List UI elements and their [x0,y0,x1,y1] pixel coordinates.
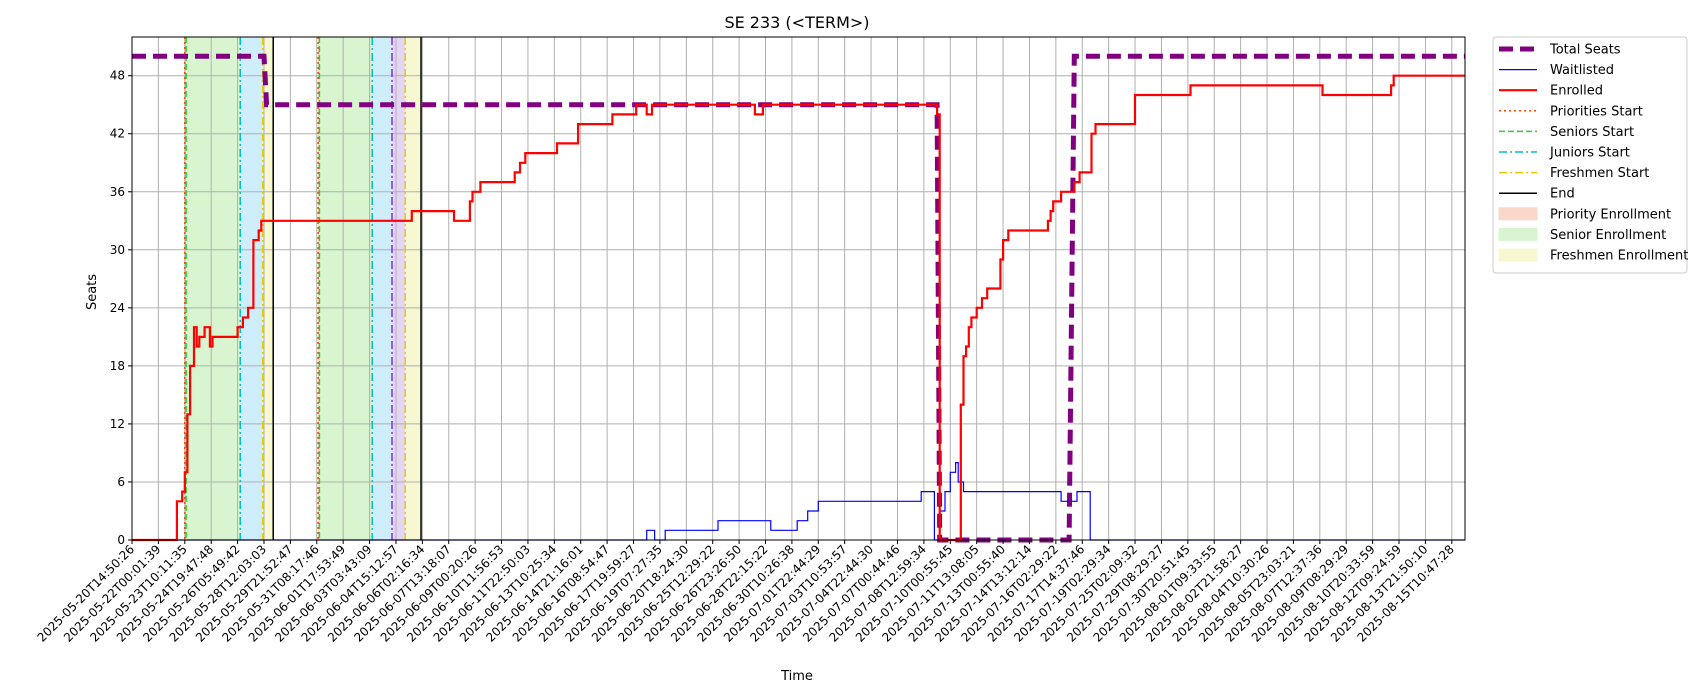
span-sophomore-enrollment [392,37,406,540]
legend-swatch [1498,207,1538,221]
series-waitlisted [132,462,1465,541]
data-series [132,53,1465,543]
x-axis-label: Time [780,669,813,684]
y-tick-label: 42 [110,127,125,141]
enrollment-spans [184,37,422,540]
legend-entry: Waitlisted [1550,63,1614,78]
legend-entry: Priority Enrollment [1550,207,1671,222]
series-total-seats [132,53,1465,543]
span-junior-enrollment [372,37,393,540]
plot-frame [131,36,1466,541]
y-tick-label: 36 [110,185,125,199]
legend-entry: Seniors Start [1550,125,1634,140]
y-tick-label: 0 [117,533,125,547]
chart-title: SE 233 (<TERM>) [724,13,869,32]
y-axis-ticks: 0 6 12 18 24 30 36 42 48 [110,69,132,547]
span-freshmen-enrollment [405,37,422,540]
span-senior-enrollment [319,37,373,540]
legend-box [1492,36,1688,274]
legend-swatch [1498,227,1538,241]
y-tick-label: 24 [110,301,125,315]
legend-swatch [1498,248,1538,262]
y-axis-label: Seats [85,274,100,310]
series-enrolled [132,74,1465,542]
legend-entry: Freshmen Start [1550,166,1649,181]
y-tick-label: 30 [110,243,125,257]
legend-entry: Juniors Start [1549,146,1630,161]
y-tick-label: 18 [110,359,125,373]
span-junior-enrollment [240,37,263,540]
legend-entry: Senior Enrollment [1550,228,1666,243]
legend: Total Seats Waitlisted Enrolled Priorities … [1492,36,1688,274]
y-tick-label: 12 [110,417,125,431]
legend-entry: Priorities Start [1550,104,1643,119]
y-tick-label: 6 [117,475,125,489]
legend-entry: Enrolled [1550,84,1603,99]
phase-markers [184,37,422,540]
legend-entry: Total Seats [1549,43,1621,58]
legend-entry: Freshmen Enrollment [1550,249,1688,264]
y-tick-label: 48 [110,69,125,83]
span-senior-enrollment [186,37,241,540]
legend-entry: End [1550,187,1575,202]
span-freshmen-enrollment [262,37,274,540]
